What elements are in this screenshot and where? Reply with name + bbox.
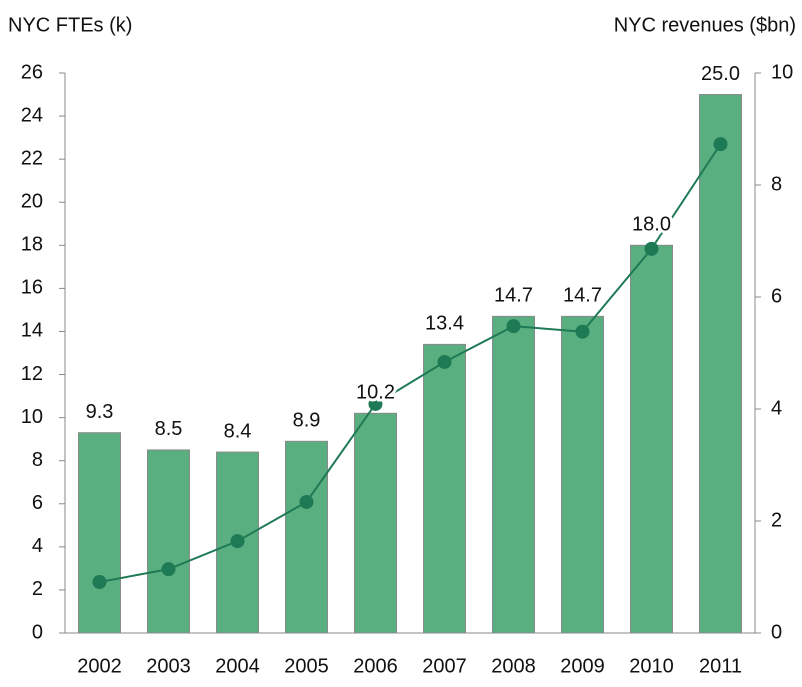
- bar: [630, 244, 673, 634]
- data-label: 25.0: [701, 63, 740, 85]
- y-tick-label: 14: [21, 320, 43, 342]
- line-point: [92, 575, 107, 590]
- y-tick-label: 12: [21, 363, 43, 385]
- bar: [78, 432, 121, 634]
- y-tick-label: 24: [21, 104, 43, 126]
- x-tick-label: 2007: [422, 655, 467, 677]
- y-tick-label: 22: [21, 147, 43, 169]
- y-tick-label: 6: [32, 492, 43, 514]
- bar: [285, 440, 328, 634]
- data-label: 18.0: [632, 214, 671, 236]
- bar: [354, 412, 397, 634]
- y2-tick-label: 2: [771, 509, 782, 531]
- x-tick-label: 2006: [353, 655, 398, 677]
- y2-tick-label: 4: [771, 397, 782, 419]
- y2-axis-title: NYC revenues ($bn): [614, 14, 796, 36]
- line-point: [161, 562, 176, 577]
- data-label: 8.5: [155, 418, 183, 440]
- data-label: 9.3: [86, 401, 114, 423]
- x-tick-label: 2002: [77, 655, 122, 677]
- y-tick-label: 4: [32, 535, 43, 557]
- y-tick-label: 10: [21, 406, 43, 428]
- bar: [492, 315, 535, 634]
- line-point: [644, 241, 659, 256]
- x-tick-label: 2010: [629, 655, 674, 677]
- y2-tick-label: 6: [771, 285, 782, 307]
- line-point: [506, 319, 521, 334]
- data-label: 14.7: [494, 285, 533, 307]
- x-tick-label: 2009: [560, 655, 605, 677]
- y-tick-label: 8: [32, 449, 43, 471]
- data-label: 14.7: [563, 285, 602, 307]
- data-label: 13.4: [425, 313, 464, 335]
- line-point: [575, 324, 590, 339]
- bar: [423, 343, 466, 634]
- x-tick-label: 2004: [215, 655, 260, 677]
- y-tick-label: 26: [21, 61, 43, 83]
- y-tick-label: 0: [32, 621, 43, 643]
- x-tick-label: 2003: [146, 655, 191, 677]
- bar: [147, 449, 190, 634]
- data-label: 8.9: [293, 410, 321, 432]
- y2-tick-label: 0: [771, 621, 782, 643]
- data-label: 10.2: [356, 382, 395, 404]
- x-tick-label: 2008: [491, 655, 536, 677]
- y2-tick-label: 8: [771, 173, 782, 195]
- line-point: [368, 396, 383, 411]
- x-tick-label: 2011: [699, 655, 742, 677]
- line-point: [437, 354, 452, 369]
- bar: [561, 315, 604, 634]
- data-label: 8.4: [224, 420, 252, 442]
- y-tick-label: 20: [21, 191, 43, 213]
- y-axis-title: NYC FTEs (k): [8, 14, 132, 36]
- line-point: [713, 137, 728, 152]
- y-tick-label: 2: [32, 578, 43, 600]
- line-point: [299, 494, 314, 509]
- y-tick-label: 16: [21, 277, 43, 299]
- y2-tick-label: 10: [771, 61, 793, 83]
- y-tick-label: 18: [21, 234, 43, 256]
- x-tick-label: 2005: [284, 655, 329, 677]
- bar: [699, 94, 742, 634]
- line: [99, 143, 722, 584]
- line-point: [230, 534, 245, 549]
